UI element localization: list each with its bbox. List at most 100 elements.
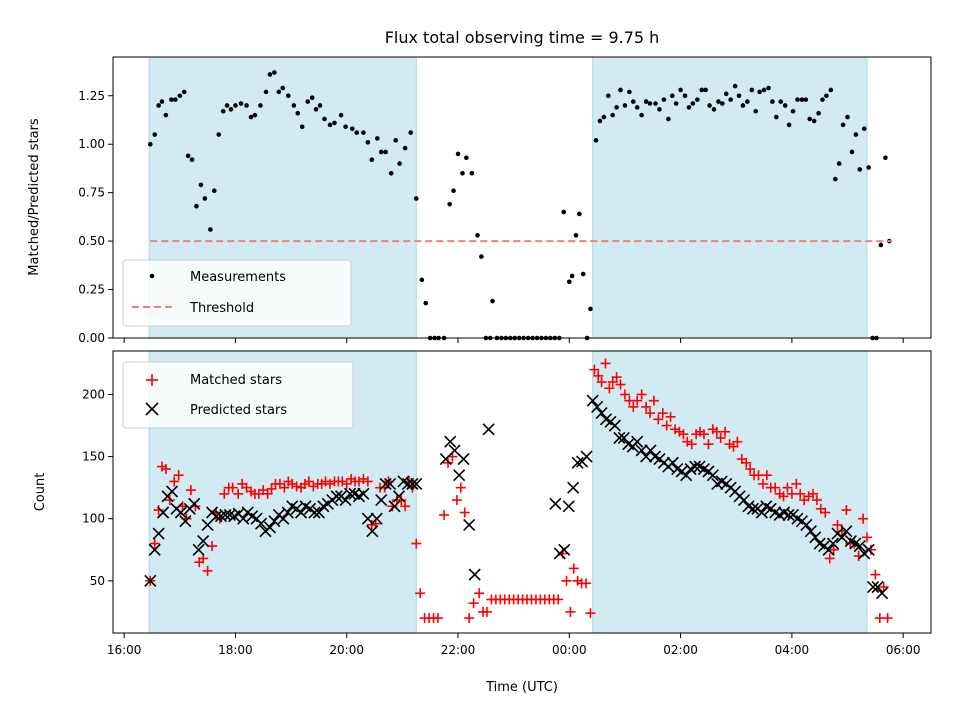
matched-stars-point-117 [636,389,647,400]
measurements-point-138 [761,87,767,93]
predicted-stars-point-82 [608,419,621,432]
measurements-point-94 [577,211,582,217]
measurements-point-5 [169,97,174,102]
measurements-point-126 [711,107,717,112]
measurements-point-12 [198,182,204,188]
matched-stars-point-107 [596,377,607,388]
matched-stars-point-35 [291,481,302,492]
measurements-point-52 [388,170,394,176]
measurements-point-28 [272,70,277,75]
predicted-stars-point-52 [375,494,388,507]
measurements-point-153 [824,93,829,99]
top-legend: Measurements Threshold [122,259,352,327]
predicted-stars-point-50 [366,525,379,538]
matched-stars-point-120 [648,395,659,406]
predicted-stars-point-88 [635,444,648,457]
predicted-stars-point-121 [782,508,795,522]
measurements-point-108 [634,105,640,110]
measurements-point-148 [803,97,809,102]
measurements-point-158 [845,114,850,120]
measurements-point-13 [202,196,208,201]
matched-stars-point-153 [786,488,797,499]
measurements-point-27 [267,72,273,77]
predicted-stars-point-60 [410,477,423,490]
bottom-x-ticks: 16:00 18:00 20:00 22:00 00:00 02:00 04:00 06:00 [107,633,921,657]
matched-stars-point-158 [808,488,819,499]
bottom-panel: 50 100 150 200 16:00 18:00 20:00 22:00 00:00 02:… [33,350,932,695]
measurements-point-147 [799,97,805,102]
bot-y-tick-label-3: 200 [82,387,105,401]
matched-stars-point-157 [803,491,814,502]
measurements-point-117 [673,101,679,106]
matched-stars-point-163 [828,544,839,555]
measurements-point-57 [413,196,419,201]
measurements-point-64 [447,201,452,207]
matched-stars-point-170 [858,513,869,524]
predicted-stars-point-78 [591,400,604,413]
predicted-stars-point-126 [804,525,817,538]
measurements-point-8 [181,89,187,95]
predicted-stars-point-3 [157,506,170,519]
predicted-stars-point-56 [392,490,406,503]
matched-stars-point-52 [362,476,373,487]
measurements-point-118 [678,87,683,93]
matched-stars-point-61 [400,501,411,512]
predicted-stars-point-68 [482,423,495,436]
measurements-point-119 [682,93,688,99]
matched-stars-point-142 [741,457,752,468]
measurements-point-11 [194,203,199,209]
matched-stars-point-151 [778,491,789,502]
top-x-ticks [123,338,904,343]
matched-stars-point-135 [711,426,722,437]
matched-stars-point-111 [611,372,622,383]
predicted-stars-point-53 [379,477,392,490]
predicted-stars-point-64 [453,469,466,482]
matched-stars-point-106 [593,370,604,381]
matched-stars-point-20 [227,482,238,493]
measurements-point-70 [475,232,480,238]
measurements-point-6 [173,97,178,102]
matched-stars-point-136 [715,432,726,443]
matched-stars-point-113 [619,389,630,400]
measurements-point-146 [795,97,800,102]
matched-stars-point-32 [279,482,290,493]
measurements-point-113 [657,107,662,112]
measurements-point-120 [686,105,692,110]
measurements-point-30 [280,85,286,91]
predicted-stars-point-31 [281,506,294,519]
predicted-stars-point-72 [562,500,575,513]
matched-stars-point-143 [745,464,756,475]
measurements-point-156 [836,161,842,166]
measurements-point-71 [479,254,484,259]
measurements-point-53 [393,138,398,143]
predicted-stars-point-21 [237,512,250,525]
measurements-point-50 [378,149,384,155]
matched-stars-point-146 [757,478,768,489]
measurements-point-145 [790,108,796,114]
measurements-point-67 [460,170,465,176]
predicted-stars-point-73 [567,481,580,494]
matched-stars-point-166 [841,505,852,516]
matched-stars-point-96 [553,594,564,605]
bottom-legend: Matched stars Predicted stars [122,361,354,429]
predicted-stars-point-27 [263,521,276,534]
matched-stars-point-50 [353,476,364,487]
matched-stars-point-77 [468,598,479,609]
predicted-stars-point-51 [370,512,383,525]
predicted-stars-point-76 [580,450,593,463]
top-y-tick-label-1: 0.25 [78,283,105,297]
matched-stars-point-65 [415,588,426,599]
measurements-point-38 [317,103,323,108]
predicted-stars-point-139 [862,543,875,556]
matched-stars-point-47 [341,478,352,489]
measurements-point-130 [728,97,733,102]
top-shading-group [148,56,868,339]
x-tick-label-7: 06:00 [886,643,921,657]
measurements-point-163 [866,165,871,170]
predicted-stars-point-65 [457,453,470,466]
matched-stars-point-123 [661,420,672,431]
measurements-point-105 [622,103,628,108]
predicted-stars-point-10 [188,497,201,510]
top-y-tick-label-0: 0.00 [78,331,105,345]
matched-stars-point-43 [325,478,336,489]
